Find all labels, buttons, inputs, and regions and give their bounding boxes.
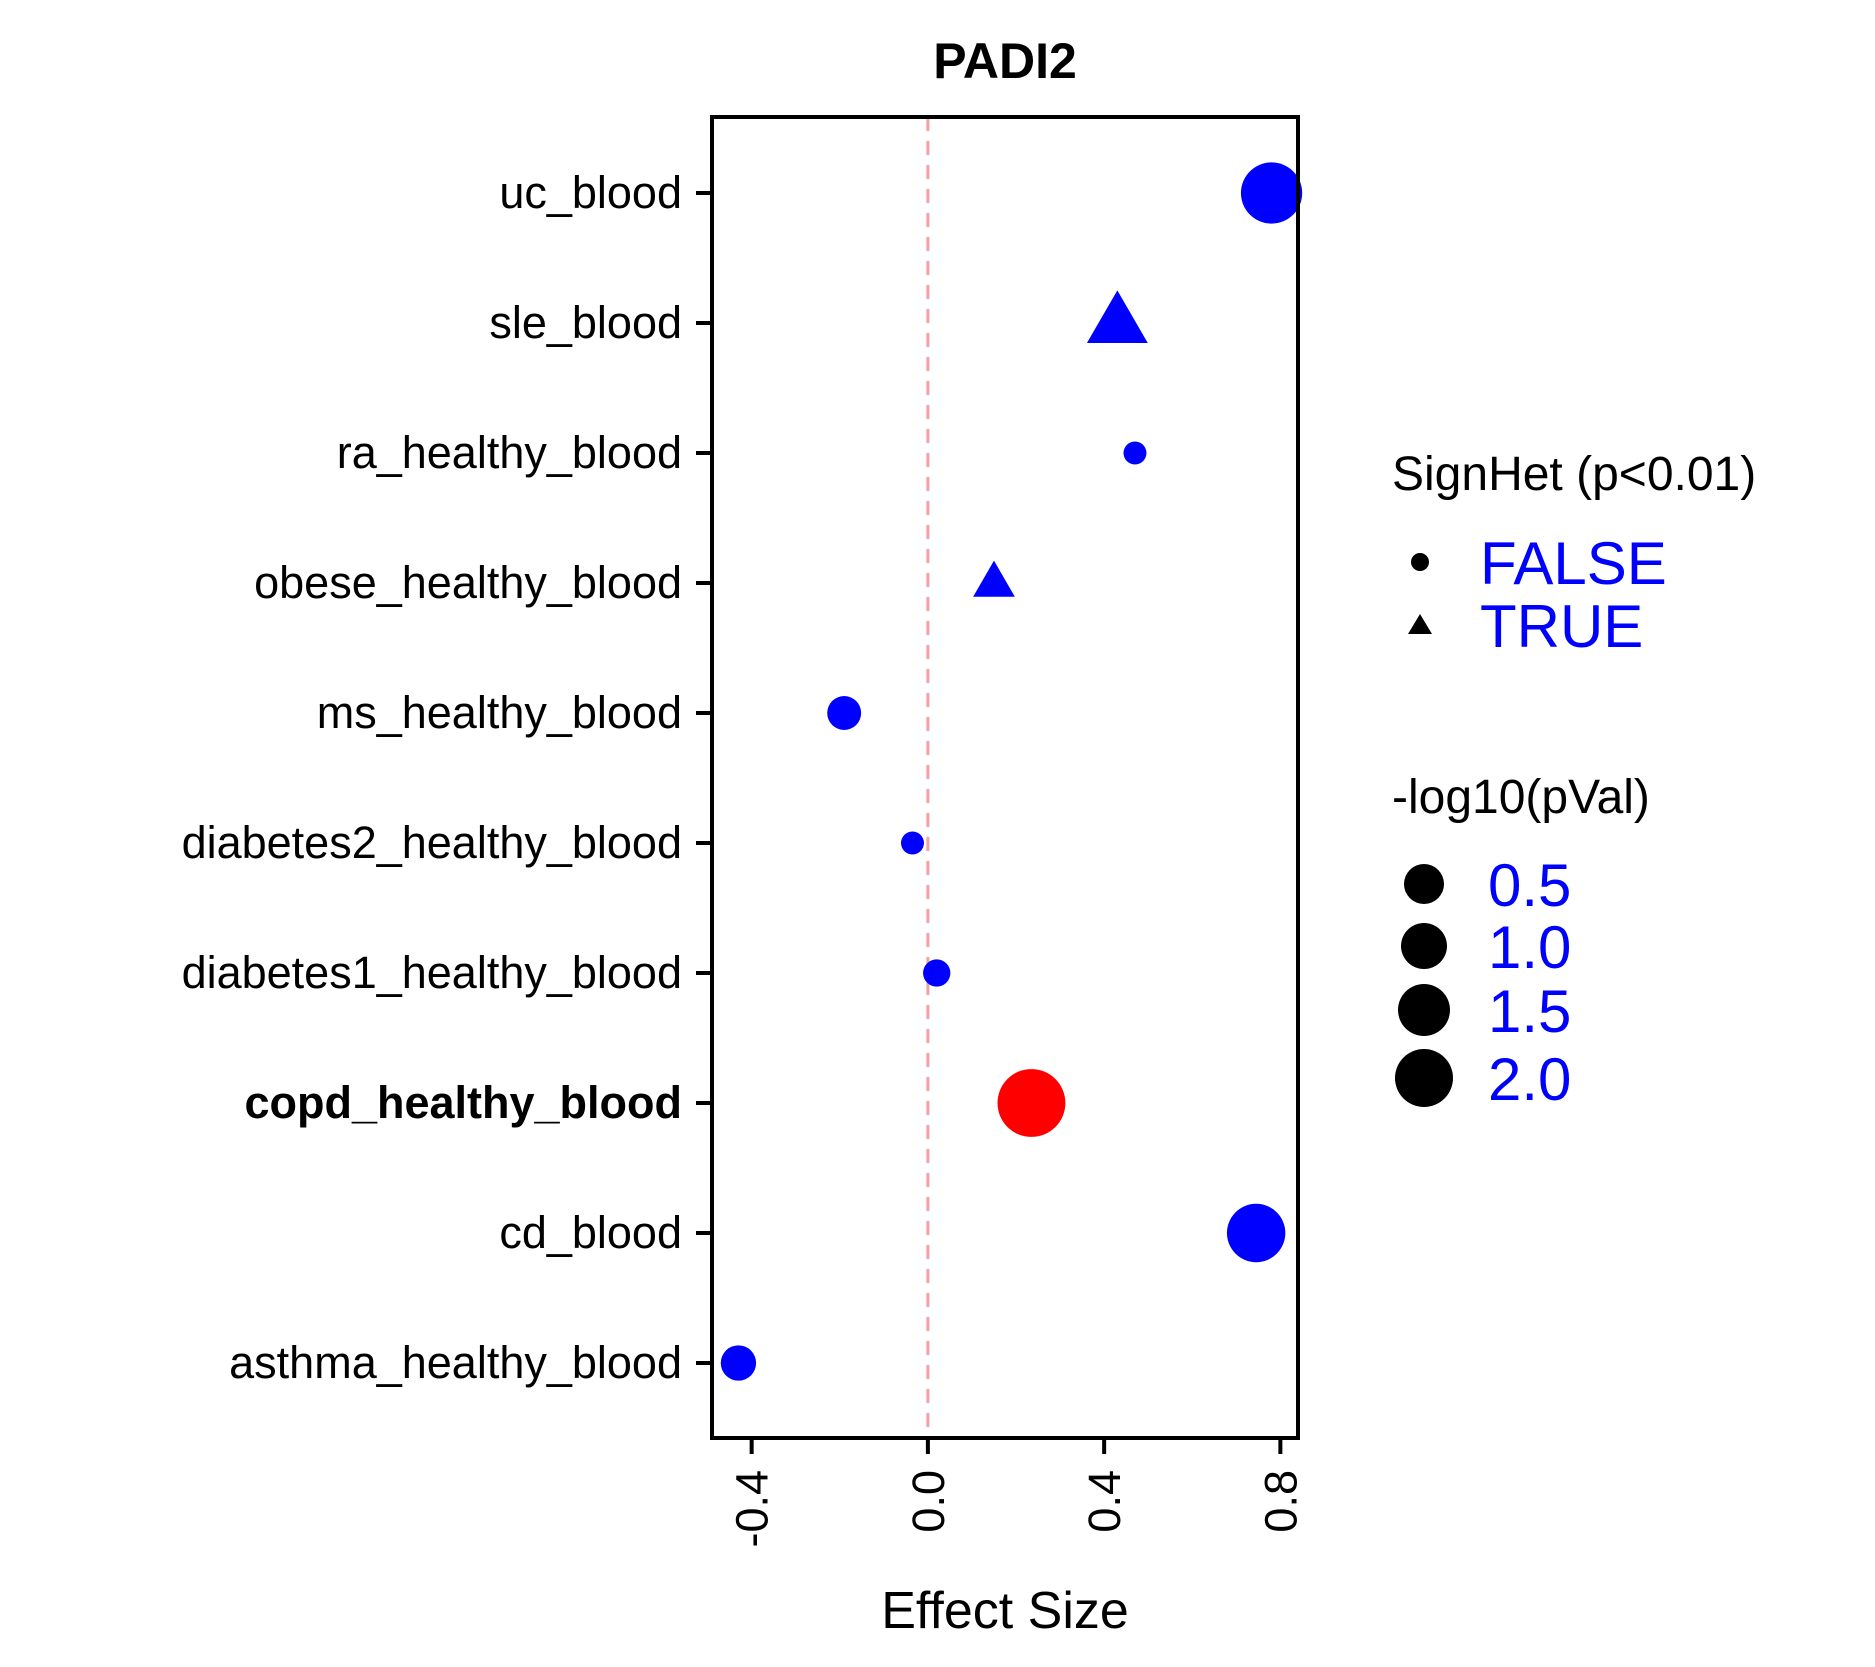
legend-size-circle-icon [1404,864,1444,904]
legend-size-circle-icon [1395,1049,1453,1107]
legend-size-circle-icon [1401,923,1447,969]
data-point-ms_healthy_blood [827,696,862,730]
y-tick-label: diabetes2_healthy_blood [182,817,682,868]
legend-triangle-icon [1408,614,1432,634]
data-point-asthma_healthy_blood [720,1345,757,1381]
data-point-uc_blood [1240,162,1303,224]
y-tick-label: ms_healthy_blood [317,687,682,738]
data-point-obese_healthy_blood [973,560,1015,597]
legend-size-circle-icon [1398,984,1450,1036]
y-tick-label: obese_healthy_blood [254,557,682,608]
y-tick-label: diabetes1_healthy_blood [182,947,682,998]
legend-size-label: 1.0 [1488,914,1571,981]
x-tick-label: 0.0 [903,1470,954,1533]
data-point-copd_healthy_blood [997,1069,1066,1137]
data-points [720,162,1303,1381]
data-point-diabetes2_healthy_blood [900,831,924,855]
x-tick-label: -0.4 [727,1470,778,1548]
y-tick-label: cd_blood [499,1207,682,1258]
legend-shape-label: TRUE [1480,593,1643,660]
x-axis-title: Effect Size [881,1582,1129,1640]
legend-size-label: 0.5 [1488,852,1571,919]
y-tick-label: asthma_healthy_blood [229,1337,682,1388]
legend-circle-icon [1411,553,1429,571]
chart-title: PADI2 [933,33,1077,89]
data-point-diabetes1_healthy_blood [923,959,951,987]
legend-shape-title: SignHet (p<0.01) [1392,448,1756,501]
legend-size-label: 2.0 [1488,1046,1571,1113]
y-tick-label: uc_blood [499,167,682,218]
y-tick-label: sle_blood [489,297,682,348]
legend-shape-label: FALSE [1480,530,1667,597]
y-tick-label: ra_healthy_blood [337,427,682,478]
axis-ticks: uc_blood sle_blood ra_healthy_blood obese_h… [182,167,1307,1548]
legend-size-label: 1.5 [1488,978,1571,1045]
plot-panel-border [710,115,1300,1440]
x-tick-label: 0.8 [1255,1470,1306,1533]
legend-size-title: -log10(pVal) [1392,771,1650,824]
x-tick-label: 0.4 [1079,1470,1130,1533]
data-point-ra_healthy_blood [1123,441,1147,465]
data-point-cd_blood [1226,1203,1286,1263]
data-point-sle_blood [1086,290,1148,343]
y-tick-label: copd_healthy_blood [244,1077,682,1128]
